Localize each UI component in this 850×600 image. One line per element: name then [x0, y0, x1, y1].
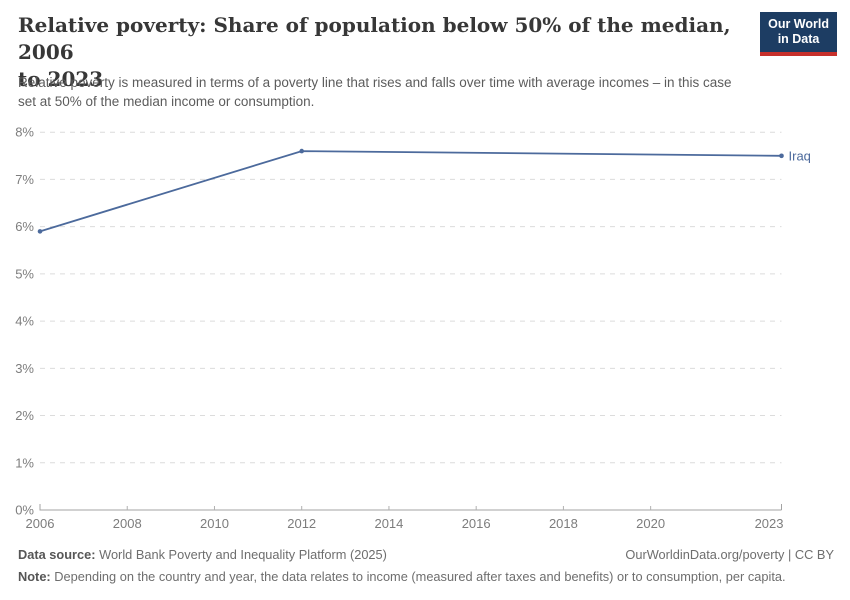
x-axis-tick-label: 2008 [113, 516, 142, 531]
y-axis-tick-label: 7% [15, 172, 34, 187]
y-axis-tick-label: 8% [15, 125, 34, 140]
y-grid: 0% 1% 2% 3% 4% 5% 6% 7% 8% [15, 125, 782, 518]
x-axis-tick-label: 2012 [287, 516, 316, 531]
y-axis-tick-label: 3% [15, 361, 34, 376]
footer-note-row: Note: Depending on the country and year,… [18, 569, 834, 584]
chart-subtitle-line1: Relative poverty is measured in terms of… [18, 75, 732, 90]
data-source-value: World Bank Poverty and Inequality Platfo… [99, 547, 387, 562]
y-axis-tick-label: 2% [15, 408, 34, 423]
data-source-label: Data source: [18, 547, 96, 562]
line-chart[interactable]: 0%1%2%3%4%5%6%7%8%2006 2008 2010 2012 2014 20… [0, 118, 850, 543]
data-point-marker[interactable] [299, 148, 305, 154]
attribution-link[interactable]: OurWorldinData.org/poverty | CC BY [625, 547, 834, 562]
y-axis-tick-label: 0% [15, 503, 34, 518]
y-axis-tick-label: 5% [15, 266, 34, 281]
data-point-marker[interactable] [779, 153, 784, 159]
y-axis-tick-label: 4% [15, 314, 34, 329]
footer-source-row: Data source: World Bank Poverty and Ineq… [18, 547, 834, 562]
note-value: Depending on the country and year, the d… [54, 569, 786, 584]
chart-subtitle-line2: set at 50% of the median income or consu… [18, 94, 315, 109]
owid-logo[interactable]: Our World in Data [760, 12, 837, 56]
x-axis-tick-label: 2020 [636, 516, 665, 531]
x-axis-tick-label: 2014 [374, 516, 403, 531]
y-axis-tick-label: 1% [15, 455, 34, 470]
note-label: Note: [18, 569, 51, 584]
chart-title-line1: Relative poverty: Share of population be… [18, 13, 731, 64]
series-line[interactable] [39, 150, 782, 233]
x-axis-tick-label: 2023 [755, 516, 784, 531]
chart-subtitle: Relative poverty is measured in terms of… [18, 73, 818, 111]
data-point-marker[interactable] [37, 229, 43, 234]
series-label[interactable]: Iraq [789, 148, 811, 163]
y-axis-tick-label: 6% [15, 219, 34, 234]
data-source-text: Data source: World Bank Poverty and Ineq… [18, 547, 387, 562]
x-axis-tick-label: 2010 [200, 516, 229, 531]
chart-title-line2: to 2023 [18, 67, 104, 91]
owid-logo-line2: in Data [777, 32, 820, 46]
x-axis-tick-label: 2006 [26, 516, 55, 531]
owid-logo-line1: Our World [768, 17, 829, 31]
x-axis: 2006 2008 2010 2012 2014 2016 2018 2020 2023 [26, 504, 784, 531]
x-axis-tick-label: 2016 [462, 516, 491, 531]
chart-title: Relative poverty: Share of population be… [18, 12, 763, 93]
x-axis-tick-label: 2018 [549, 516, 578, 531]
data-series-iraq[interactable]: Iraq [37, 148, 811, 234]
